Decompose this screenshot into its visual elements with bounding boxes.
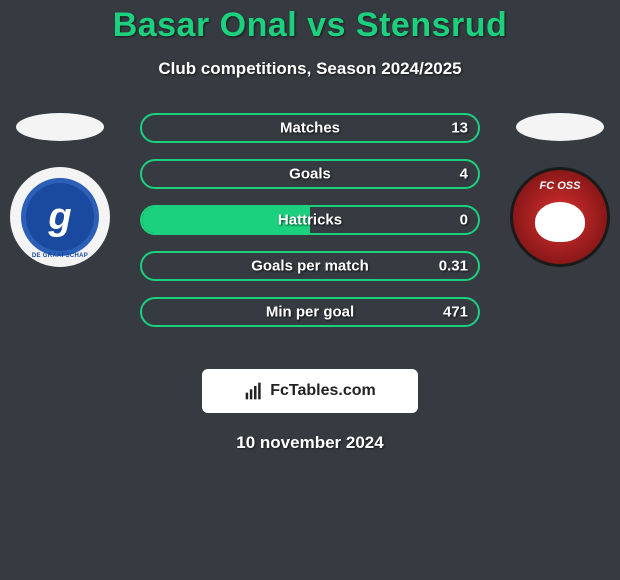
footer-badge-text: FcTables.com <box>270 382 376 400</box>
stat-label: Goals <box>289 166 331 183</box>
club-logo-left-inner: g <box>21 178 99 256</box>
club-logo-left-letter: g <box>48 196 71 239</box>
page-title: Basar Onal vs Stensrud <box>0 0 620 45</box>
stat-row: Goals per match 0.31 <box>140 251 480 281</box>
player-right-photo-placeholder <box>516 113 604 141</box>
chart-bars-icon <box>244 381 264 401</box>
stat-label: Hattricks <box>278 212 342 229</box>
stat-row: Hattricks 0 <box>140 205 480 235</box>
stat-row: Min per goal 471 <box>140 297 480 327</box>
stat-value-right: 13 <box>451 120 468 137</box>
stat-label: Min per goal <box>266 304 354 321</box>
club-logo-right-bull-icon <box>535 202 585 242</box>
stat-label: Goals per match <box>251 258 369 275</box>
player-right-column: FC OSS <box>500 113 620 267</box>
club-logo-left-text: DE GRAAFSCHAP <box>10 253 110 259</box>
stats-bars: Matches 13 Goals 4 Hattricks 0 Goals per match… <box>140 113 480 343</box>
stat-value-right: 0.31 <box>439 258 468 275</box>
stat-value-right: 4 <box>460 166 468 183</box>
footer-attribution-badge: FcTables.com <box>202 369 418 413</box>
player-left-photo-placeholder <box>16 113 104 141</box>
stat-row: Matches 13 <box>140 113 480 143</box>
club-logo-left: g DE GRAAFSCHAP <box>10 167 110 267</box>
club-logo-right: FC OSS <box>510 167 610 267</box>
date-text: 10 november 2024 <box>0 433 620 453</box>
stat-value-right: 0 <box>460 212 468 229</box>
player-left-column: g DE GRAAFSCHAP <box>0 113 120 267</box>
stat-label: Matches <box>280 120 340 137</box>
stat-value-right: 471 <box>443 304 468 321</box>
comparison-panel: g DE GRAAFSCHAP FC OSS Matches 13 Goals 4 Ha… <box>0 113 620 357</box>
page-subtitle: Club competitions, Season 2024/2025 <box>0 59 620 79</box>
stat-row: Goals 4 <box>140 159 480 189</box>
club-logo-right-text: FC OSS <box>513 180 607 192</box>
